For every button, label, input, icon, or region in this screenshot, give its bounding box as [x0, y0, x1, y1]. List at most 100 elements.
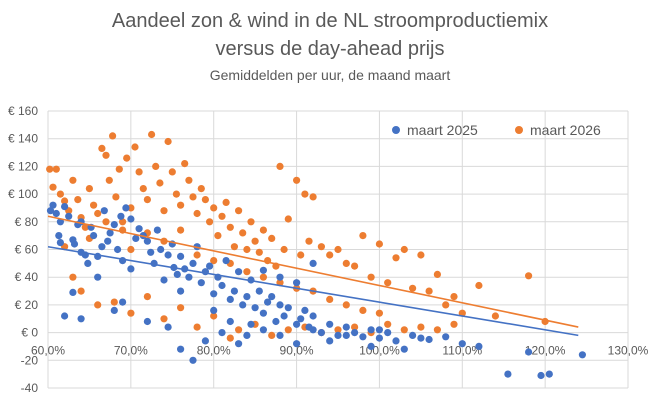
data-point — [309, 326, 317, 334]
data-point — [210, 204, 218, 212]
data-point — [177, 287, 185, 295]
data-point — [69, 176, 77, 184]
data-point — [56, 239, 64, 247]
chart-title: Aandeel zon & wind in de NL stroomproduc… — [111, 10, 549, 32]
data-point — [442, 333, 450, 341]
data-point — [317, 243, 325, 251]
y-tick-label: € 160 — [8, 104, 38, 118]
data-point — [259, 273, 267, 281]
data-point — [230, 243, 238, 251]
data-point — [525, 272, 533, 280]
data-point — [417, 323, 425, 331]
data-point — [342, 259, 350, 267]
data-point — [375, 240, 383, 248]
trendline — [47, 215, 579, 328]
trendlines — [47, 215, 579, 337]
data-point — [143, 317, 151, 326]
data-point — [69, 288, 77, 296]
data-point — [545, 370, 553, 378]
data-point — [210, 257, 218, 265]
legend-marker — [515, 126, 523, 134]
data-point — [375, 326, 383, 334]
data-point — [193, 323, 201, 331]
data-point — [110, 306, 118, 314]
data-point — [222, 198, 230, 206]
data-point — [218, 212, 226, 220]
data-point — [375, 334, 383, 342]
data-point — [417, 251, 425, 259]
data-point — [243, 268, 251, 276]
data-point — [239, 301, 247, 309]
data-point — [98, 243, 106, 251]
data-point — [433, 326, 441, 334]
x-axis-tick-labels: 60,0% 70,0% 80,0% 90,0% 100,0% 110,0% 120,0% 13… — [31, 344, 649, 358]
data-point — [235, 326, 243, 334]
data-point — [251, 237, 259, 245]
data-point — [276, 331, 284, 339]
x-tick-label: 130,0% — [608, 344, 649, 358]
data-point — [351, 323, 359, 331]
data-point — [409, 331, 417, 339]
data-point — [247, 218, 255, 226]
data-point — [425, 287, 433, 295]
data-point — [504, 370, 512, 378]
data-point — [81, 223, 89, 231]
data-point — [49, 183, 57, 191]
data-point — [143, 293, 151, 301]
data-point — [309, 312, 317, 320]
data-point — [475, 281, 483, 290]
y-tick-label: € 140 — [8, 132, 38, 146]
data-point — [222, 257, 230, 265]
data-point — [102, 151, 110, 159]
data-point — [189, 259, 197, 267]
y-tick-label: -40 — [21, 381, 39, 395]
data-point — [268, 331, 276, 339]
y-tick-label: € 0 — [21, 326, 38, 340]
data-point — [268, 234, 276, 242]
data-point — [197, 279, 205, 287]
data-point — [442, 301, 450, 309]
data-point — [110, 298, 118, 306]
data-point — [400, 245, 408, 254]
data-point — [276, 273, 284, 281]
x-tick-label: 70,0% — [114, 344, 148, 358]
data-point — [433, 270, 441, 278]
data-point — [152, 162, 160, 170]
data-point — [259, 266, 267, 274]
data-point — [168, 168, 176, 176]
data-point — [147, 248, 155, 256]
data-point — [272, 317, 280, 326]
data-point — [384, 279, 392, 287]
data-point — [61, 203, 69, 211]
legend: maart 2025 maart 2026 — [392, 122, 601, 138]
data-point — [115, 165, 123, 173]
data-point — [334, 331, 342, 339]
data-point — [94, 301, 102, 309]
data-point — [110, 221, 118, 229]
data-point — [164, 137, 172, 146]
data-point — [293, 176, 301, 184]
x-tick-label: 120,0% — [525, 344, 566, 358]
x-tick-label: 60,0% — [31, 344, 65, 358]
data-point — [100, 207, 108, 215]
x-tick-label: 80,0% — [197, 344, 231, 358]
data-point — [156, 179, 164, 187]
data-point — [400, 326, 408, 334]
data-point — [342, 301, 350, 309]
data-point — [334, 245, 342, 254]
data-point — [297, 251, 305, 259]
data-point — [61, 312, 69, 320]
data-point — [94, 209, 102, 218]
data-point — [293, 320, 301, 328]
data-point — [160, 207, 168, 215]
data-point — [201, 337, 209, 345]
data-point — [214, 232, 222, 240]
data-point — [392, 254, 400, 262]
data-point — [309, 259, 317, 267]
data-point — [247, 320, 255, 328]
data-point — [458, 340, 466, 348]
data-point — [173, 270, 181, 278]
chart-title-line2: versus de day-ahead prijs — [215, 38, 445, 60]
data-point — [243, 293, 251, 301]
